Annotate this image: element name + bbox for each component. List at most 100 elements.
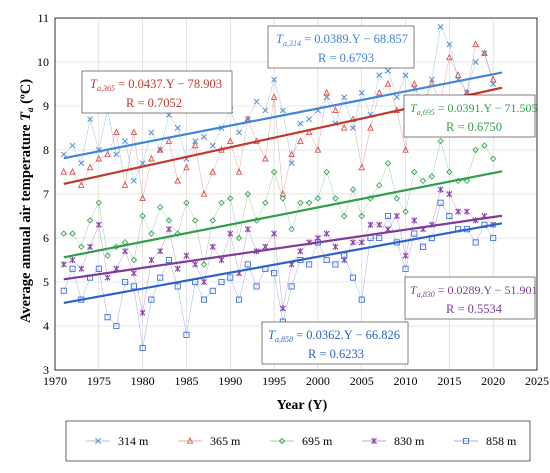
data-point-365m xyxy=(367,123,374,131)
data-point-365m xyxy=(60,167,68,175)
data-point-830m xyxy=(69,256,76,264)
data-point-365m xyxy=(148,154,155,162)
data-point-830m xyxy=(227,230,234,237)
data-point-365m xyxy=(139,194,146,202)
data-point-365m xyxy=(358,163,366,171)
data-point-365m xyxy=(402,145,409,153)
data-point-365m xyxy=(384,79,392,87)
data-point-695m xyxy=(165,217,173,224)
data-point-830m xyxy=(60,261,67,268)
data-point-858m xyxy=(209,287,216,294)
data-point-830m xyxy=(139,309,146,316)
data-point-858m xyxy=(472,239,479,246)
data-point-695m xyxy=(428,173,436,180)
data-point-858m xyxy=(139,344,146,352)
equation-858: Ta,858 = 0.0362.Y − 66.826 xyxy=(268,328,400,344)
data-point-858m xyxy=(157,274,164,281)
data-point-830m xyxy=(367,221,374,228)
data-point-314m xyxy=(209,142,216,149)
x-tick-label: 1970 xyxy=(43,374,67,388)
data-point-695m xyxy=(402,208,409,215)
legend-label-314m: 314 m xyxy=(118,434,149,448)
legend-label-858m: 858 m xyxy=(486,434,517,448)
data-point-830m xyxy=(358,239,365,246)
y-tick-label: 6 xyxy=(43,231,49,245)
data-point-695m xyxy=(489,155,497,163)
legend-item-858m: 858 m xyxy=(454,434,517,448)
data-point-365m xyxy=(235,167,243,175)
data-point-858m xyxy=(60,287,67,294)
data-point-830m xyxy=(323,230,330,237)
data-point-695m xyxy=(376,181,383,189)
x-tick-label: 1980 xyxy=(131,374,155,388)
data-point-365m xyxy=(472,40,479,48)
data-point-858m xyxy=(490,234,497,242)
data-point-695m xyxy=(200,261,208,268)
data-point-830m xyxy=(165,226,172,233)
r-value-695: R = 0.6750 xyxy=(446,120,502,134)
axis-ticks: 1970 1975 1980 1985 1990 1995 2000 2005 2010 2015… xyxy=(37,11,549,388)
data-point-695m xyxy=(419,177,427,185)
data-point-830m xyxy=(455,208,462,215)
data-point-830m xyxy=(332,243,339,250)
equation-830: Ta,830 = 0.0289.Y − 51.901 xyxy=(410,283,537,299)
data-point-314m xyxy=(446,41,453,48)
data-point-858m xyxy=(244,261,251,268)
data-point-858m xyxy=(218,278,225,286)
data-point-365m xyxy=(226,137,234,144)
data-point-695m xyxy=(148,230,155,237)
data-point-830m xyxy=(95,221,102,228)
data-point-695m xyxy=(218,199,225,207)
data-point-365m xyxy=(104,150,111,158)
data-point-830m xyxy=(200,278,207,286)
legend-marker-314m xyxy=(95,438,101,444)
data-point-830m xyxy=(271,230,278,237)
data-point-365m xyxy=(446,53,453,61)
x-tick-label: 2025 xyxy=(525,374,549,388)
data-point-858m xyxy=(402,265,409,272)
data-point-314m xyxy=(271,76,278,83)
data-point-858m xyxy=(332,261,339,268)
data-point-830m xyxy=(393,212,400,220)
data-point-314m xyxy=(341,94,348,101)
x-tick-label: 2010 xyxy=(394,374,418,388)
y-tick-label: 10 xyxy=(37,55,49,69)
x-tick-label: 2005 xyxy=(350,374,374,388)
data-point-314m xyxy=(60,151,67,158)
legend-box xyxy=(65,420,531,462)
data-point-314m xyxy=(385,67,391,74)
data-point-830m xyxy=(78,265,85,272)
data-point-695m xyxy=(78,243,85,251)
legend-item-695m: 695 m xyxy=(270,434,333,448)
data-point-858m xyxy=(122,278,129,286)
data-point-830m xyxy=(148,256,155,264)
data-point-858m xyxy=(376,234,383,242)
data-point-858m xyxy=(411,230,418,237)
data-point-695m xyxy=(463,177,471,185)
data-point-695m xyxy=(481,142,488,149)
y-tick-label: 4 xyxy=(43,319,49,333)
data-point-695m xyxy=(340,212,348,220)
data-point-365m xyxy=(121,181,129,188)
legend-marker-365m xyxy=(186,436,194,444)
data-point-695m xyxy=(235,234,243,242)
legend-marker-695m xyxy=(278,437,286,445)
data-point-365m xyxy=(323,88,331,96)
x-tick-label: 1995 xyxy=(262,374,286,388)
data-point-365m xyxy=(183,163,190,171)
data-point-314m xyxy=(428,76,435,83)
data-point-695m xyxy=(209,217,216,224)
data-point-314m xyxy=(130,177,137,184)
data-point-365m xyxy=(305,128,313,136)
data-point-858m xyxy=(69,265,76,272)
data-point-858m xyxy=(420,243,427,250)
data-point-695m xyxy=(104,252,111,259)
r-value-314: R = 0.6793 xyxy=(318,51,374,65)
data-point-830m xyxy=(463,208,470,215)
data-point-695m xyxy=(323,168,330,176)
equation-695: Ta,695 = 0.0391.Y − 71.505 xyxy=(410,101,537,117)
data-point-365m xyxy=(95,154,103,162)
data-point-830m xyxy=(297,248,304,255)
data-point-314m xyxy=(201,133,207,140)
data-point-314m xyxy=(148,129,155,136)
